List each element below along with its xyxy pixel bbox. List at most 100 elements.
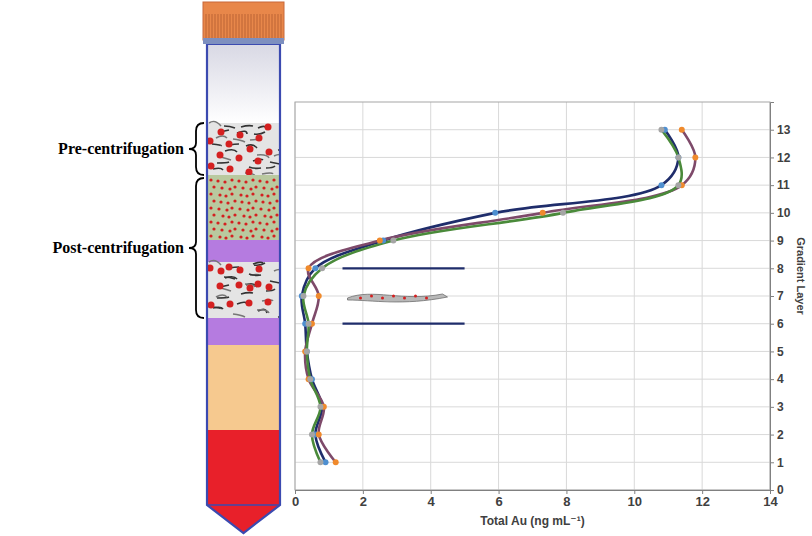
layer-peach	[202, 345, 285, 430]
x-tick: 12	[695, 490, 709, 509]
x-axis: 02468101214	[292, 490, 779, 509]
series-marker	[658, 182, 664, 188]
nanoparticle	[209, 206, 212, 209]
debris-stroke	[225, 277, 237, 279]
debris-stroke	[241, 126, 253, 127]
x-tick: 10	[628, 490, 642, 509]
x-axis-title: Total Au (ng mL⁻¹)	[480, 514, 584, 528]
nanoparticle	[262, 186, 265, 189]
debris-particle	[236, 282, 243, 289]
series-marker	[560, 210, 566, 216]
x-tick-label: 2	[360, 494, 367, 509]
y-tick: 10	[770, 206, 791, 220]
debris-particle	[226, 264, 233, 271]
series-marker	[306, 265, 312, 271]
y-tick-label: 4	[777, 372, 784, 386]
series-marker	[316, 293, 322, 299]
x-tick: 2	[360, 490, 367, 509]
nanoparticle	[267, 208, 270, 211]
series-marker	[300, 293, 306, 299]
grid-line-y	[295, 379, 770, 380]
cap-ridge	[260, 14, 261, 40]
x-tick-label: 0	[292, 494, 299, 509]
nanoparticle	[260, 193, 263, 196]
debris-particle	[266, 284, 273, 291]
debris-particle	[236, 155, 243, 162]
debris-particle	[266, 149, 273, 156]
y-axis-line	[771, 103, 775, 491]
layer-pre-debris	[202, 123, 285, 175]
grid-line-y	[295, 434, 770, 435]
nanoparticle	[237, 221, 240, 224]
debris-stroke	[241, 293, 253, 294]
nanoparticle	[226, 201, 229, 204]
cap-rim	[203, 38, 284, 44]
nanoparticle	[241, 186, 244, 189]
y-tick: 0	[770, 483, 784, 497]
x-tick: 4	[428, 490, 436, 509]
nanoparticle	[275, 185, 278, 188]
nanoparticle	[272, 178, 275, 181]
worm-particle	[425, 297, 428, 300]
x-tick-label: 8	[563, 494, 570, 509]
nanoparticle	[268, 201, 271, 204]
debris-stroke	[224, 126, 235, 128]
y-tick: 11	[770, 178, 790, 192]
y-tick-mark	[770, 462, 774, 463]
debris-stroke	[221, 157, 231, 160]
series-marker	[679, 127, 685, 133]
nanoparticle	[230, 234, 233, 237]
series-marker	[692, 154, 698, 160]
grid-line-y	[295, 212, 770, 213]
debris-particle	[246, 300, 253, 307]
grid-line-y	[295, 157, 770, 158]
brace	[189, 123, 204, 175]
nanoparticle	[254, 185, 257, 188]
worm-body	[348, 294, 448, 302]
tube-empty	[202, 44, 285, 123]
y-tick-mark	[770, 324, 774, 325]
nanoparticle	[241, 228, 244, 231]
y-tick: 13	[770, 123, 791, 137]
y-tick-mark	[770, 213, 774, 214]
y-tick: 5	[770, 345, 784, 359]
layer-red	[202, 430, 285, 536]
nanoparticle	[245, 236, 248, 239]
debris-particle	[265, 124, 272, 131]
debris-particle	[217, 283, 224, 290]
nanoparticle	[220, 186, 223, 189]
nanoparticle	[249, 229, 252, 232]
nanoparticle	[251, 206, 254, 209]
cap-ridge	[212, 14, 213, 40]
debris-particle	[208, 302, 215, 309]
nanoparticle	[218, 235, 221, 238]
debris-stroke	[224, 277, 235, 279]
y-tick-label: 8	[777, 262, 784, 276]
debris-particle	[256, 135, 263, 142]
worm-particle	[359, 297, 362, 300]
series-marker	[307, 376, 313, 382]
grid-line-y	[295, 323, 770, 324]
debris-stroke	[209, 122, 221, 126]
debris-stroke	[217, 297, 229, 298]
layer-pre-debris-texture	[207, 122, 290, 176]
series-marker	[675, 154, 681, 160]
nanoparticle	[246, 208, 249, 211]
nanoparticle	[225, 208, 228, 211]
figure: Pre-centrifugationPost-centrifugation024…	[0, 0, 812, 536]
nanoparticle	[216, 221, 219, 224]
y-tick-label: 10	[777, 206, 791, 220]
y-tick-label: 2	[777, 428, 784, 442]
y-axis: 012345678910111213	[770, 103, 791, 498]
cap-ridge	[269, 14, 270, 40]
grid-line-y	[295, 406, 770, 407]
nanoparticle	[237, 179, 240, 182]
cap-body	[203, 2, 284, 40]
y-tick-mark	[770, 379, 774, 380]
nanoparticle	[251, 220, 254, 223]
nanoparticle	[251, 192, 254, 195]
cap-ridge	[245, 14, 246, 40]
debris-stroke	[217, 162, 229, 163]
debris-particle	[247, 285, 254, 292]
debris-particle	[247, 146, 254, 153]
